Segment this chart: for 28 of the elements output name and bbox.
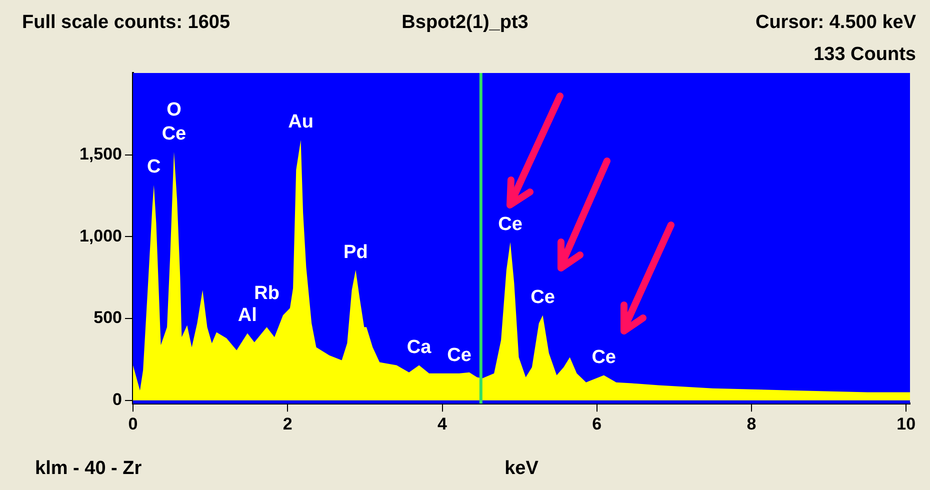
annotation: Ce [447, 345, 472, 366]
y-tick-label: 500 [94, 308, 122, 328]
text: Full scale counts: 1605 [22, 12, 230, 34]
annotation: Ce [162, 124, 186, 145]
annotation: O [166, 100, 182, 121]
annotation: Pd [344, 242, 368, 263]
x-tick-label: 2 [282, 414, 292, 434]
chart-title: Bspot2(1)_pt3 [402, 12, 528, 33]
annotation: Al [238, 304, 257, 326]
x-tick-label: 4 [438, 414, 448, 434]
x-axis-title: keV [504, 458, 538, 479]
x-tick-label: 10 [896, 414, 916, 434]
annotation: Ce [498, 214, 522, 235]
annotation: Au [288, 112, 314, 133]
annotation: Rb [254, 282, 280, 304]
text: Cursor: 4.500 keV [755, 12, 916, 34]
text: 133 Counts [814, 44, 916, 66]
y-tick-label: 1,000 [79, 226, 122, 246]
x-tick-label: 8 [746, 414, 756, 434]
x-tick-label: 6 [592, 414, 602, 434]
annotation: Ce [530, 286, 555, 308]
text: klm - 40 - Zr [35, 458, 142, 480]
annotation: Ce [592, 347, 616, 368]
annotation: C [147, 156, 162, 178]
y-tick-label: 0 [112, 390, 122, 410]
y-tick-label: 1,500 [79, 144, 122, 164]
x-tick-label: 0 [128, 414, 138, 434]
annotation: Ca [406, 337, 432, 358]
